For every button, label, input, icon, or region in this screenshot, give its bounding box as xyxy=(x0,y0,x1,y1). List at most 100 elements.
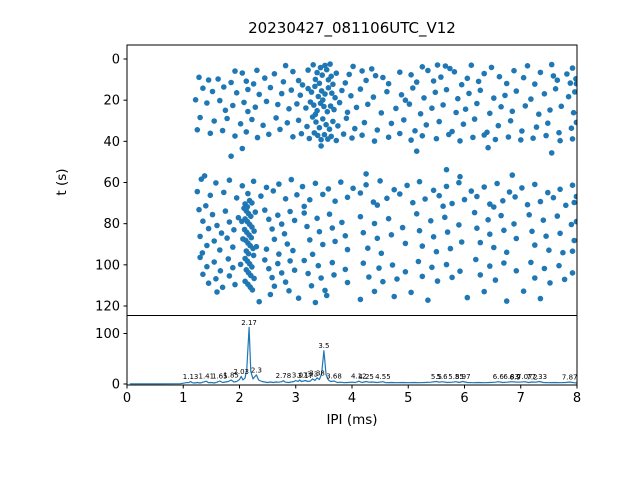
scatter-point xyxy=(556,129,562,136)
peak-label: 7.87 xyxy=(562,374,578,382)
scatter-point xyxy=(372,72,379,79)
scatter-point xyxy=(353,104,360,111)
scatter-point xyxy=(311,102,317,108)
scatter-point xyxy=(339,87,345,94)
scatter-point xyxy=(413,148,420,154)
scatter-point xyxy=(270,188,277,194)
scatter-point xyxy=(224,235,230,241)
x-tick-label: 8 xyxy=(573,391,581,406)
scatter-point xyxy=(384,88,390,95)
scatter-point xyxy=(295,117,302,124)
scatter-point xyxy=(226,177,233,183)
scatter-point xyxy=(503,80,510,87)
scatter-point xyxy=(541,265,548,272)
scatter-point xyxy=(443,261,450,268)
scatter-point xyxy=(545,120,551,126)
scatter-point xyxy=(306,135,313,142)
peak-label: 7.2 xyxy=(526,374,537,382)
scatter-point xyxy=(237,261,244,268)
scatter-point xyxy=(278,270,285,276)
scatter-point xyxy=(415,258,422,265)
scatter-point xyxy=(398,92,405,98)
scatter-point xyxy=(520,288,527,295)
scatter-point xyxy=(282,279,289,285)
scatter-point xyxy=(394,276,400,282)
scatter-point xyxy=(385,80,392,87)
scatter-point xyxy=(207,192,214,199)
scatter-point xyxy=(333,70,340,76)
scatter-point xyxy=(232,68,238,74)
scatter-point xyxy=(266,131,272,138)
scatter-point xyxy=(410,199,416,206)
scatter-point xyxy=(287,258,293,264)
scatter-point xyxy=(325,77,332,83)
peak-label: 1.85 xyxy=(223,372,239,380)
scatter-point xyxy=(286,106,292,112)
scatter-point xyxy=(298,130,305,137)
scatter-point xyxy=(344,194,351,201)
scatter-point xyxy=(554,213,561,219)
peak-label: 2.78 xyxy=(276,372,292,380)
scatter-point xyxy=(221,84,227,90)
scatter-point xyxy=(547,107,553,113)
scatter-point xyxy=(458,81,465,88)
scatter-point xyxy=(294,101,300,107)
scatter-point xyxy=(488,64,495,71)
scatter-point xyxy=(343,115,350,122)
scatter-point xyxy=(388,120,395,127)
scatter-point xyxy=(233,90,240,96)
scatter-point xyxy=(512,194,518,200)
scatter-point xyxy=(217,247,223,253)
scatter-point xyxy=(408,289,414,296)
scatter-point xyxy=(211,259,217,265)
scatter-point xyxy=(342,233,349,239)
scatter-point xyxy=(443,166,450,173)
scatter-point xyxy=(569,182,576,188)
scatter-point xyxy=(346,71,353,78)
scatter-point xyxy=(213,180,219,186)
scatter-point xyxy=(228,153,234,159)
scatter-point xyxy=(309,251,316,258)
scatter-point xyxy=(226,273,233,279)
scatter-point xyxy=(524,201,531,208)
scatter-point xyxy=(340,131,347,137)
scatter-point xyxy=(528,259,534,266)
scatter-point xyxy=(309,114,316,120)
scatter-point xyxy=(475,78,482,85)
scatter-point xyxy=(230,244,236,250)
scatter-point xyxy=(491,244,497,251)
scatter-point xyxy=(436,118,443,125)
scatter-point xyxy=(502,92,508,99)
scatter-point xyxy=(552,86,559,92)
peak-label: 3.07 xyxy=(292,372,308,380)
scatter-point xyxy=(332,94,338,101)
scatter-point xyxy=(548,61,555,68)
scatter-point xyxy=(412,128,418,134)
scatter-point xyxy=(350,63,356,70)
scatter-point xyxy=(460,121,467,127)
scatter-point xyxy=(290,247,296,254)
scatter-point xyxy=(197,254,203,261)
scatter-point xyxy=(492,277,499,283)
scatter-point xyxy=(402,269,409,275)
scatter-point xyxy=(380,278,386,285)
scatter-point xyxy=(312,76,319,83)
scatter-point xyxy=(513,268,520,274)
scatter-point xyxy=(263,98,270,105)
scatter-point xyxy=(258,193,264,199)
scatter-point xyxy=(573,119,577,126)
scatter-point xyxy=(468,62,475,68)
scatter-point xyxy=(571,237,577,244)
histogram-plot xyxy=(129,326,577,385)
scatter-point xyxy=(540,217,547,223)
scatter-point xyxy=(239,145,246,152)
scatter-point xyxy=(314,132,321,139)
scatter-point xyxy=(503,298,510,304)
scatter-point xyxy=(239,70,246,76)
peak-label: 1.65 xyxy=(212,373,228,381)
scatter-point xyxy=(194,188,201,195)
scatter-point xyxy=(276,251,282,257)
scatter-point xyxy=(271,283,278,290)
scatter-point xyxy=(487,110,493,117)
y-tick-label: 80 xyxy=(103,217,120,232)
